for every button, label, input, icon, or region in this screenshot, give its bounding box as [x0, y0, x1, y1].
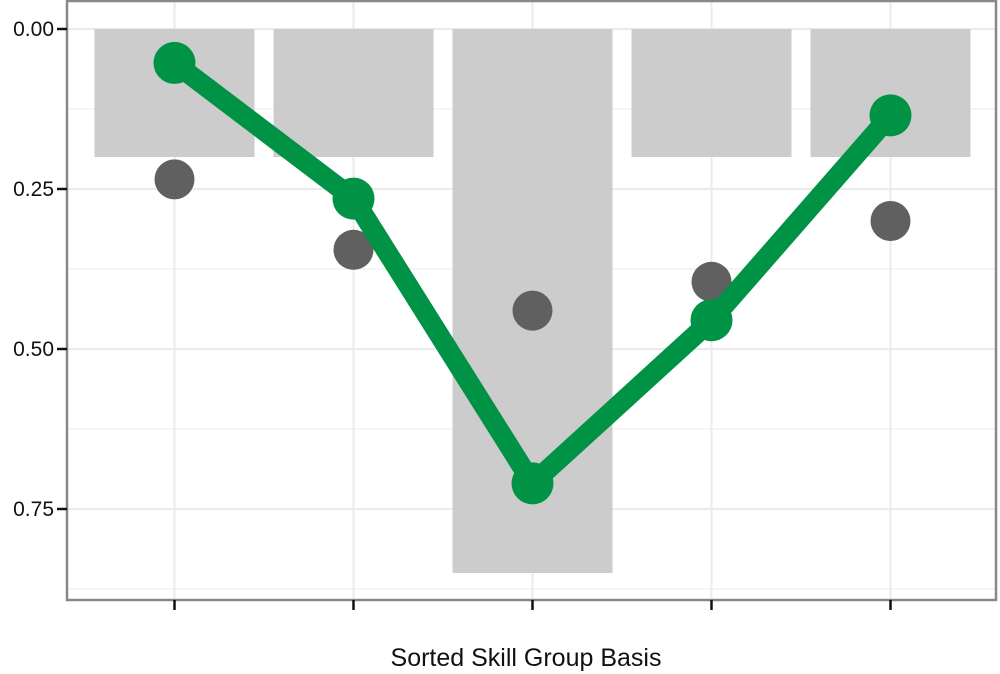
bar-series [94, 29, 971, 573]
data-point-gray [154, 159, 195, 200]
bar [631, 29, 792, 157]
data-point-gray [512, 290, 553, 331]
point-series [154, 159, 911, 331]
data-point-gray [333, 229, 374, 270]
y-tick-label: 0.00 [13, 18, 54, 41]
y-tick-label: 0.75 [13, 498, 54, 521]
y-tick-label: 0.50 [13, 338, 54, 361]
bar [810, 29, 971, 157]
x-axis [173, 600, 892, 610]
data-point-green [690, 299, 733, 342]
data-point-green [332, 177, 375, 220]
data-point-gray [870, 201, 911, 241]
data-point-green [511, 462, 554, 505]
y-tick-label: 0.25 [13, 178, 54, 201]
x-axis-title: Sorted Skill Group Basis [391, 644, 662, 672]
line-series [153, 41, 912, 505]
bar [273, 29, 434, 157]
y-axis: 0.00 0.25 0.50 0.75 [13, 18, 67, 521]
data-point-green [153, 41, 196, 84]
data-point-green [869, 94, 912, 137]
data-point-gray [691, 261, 732, 302]
